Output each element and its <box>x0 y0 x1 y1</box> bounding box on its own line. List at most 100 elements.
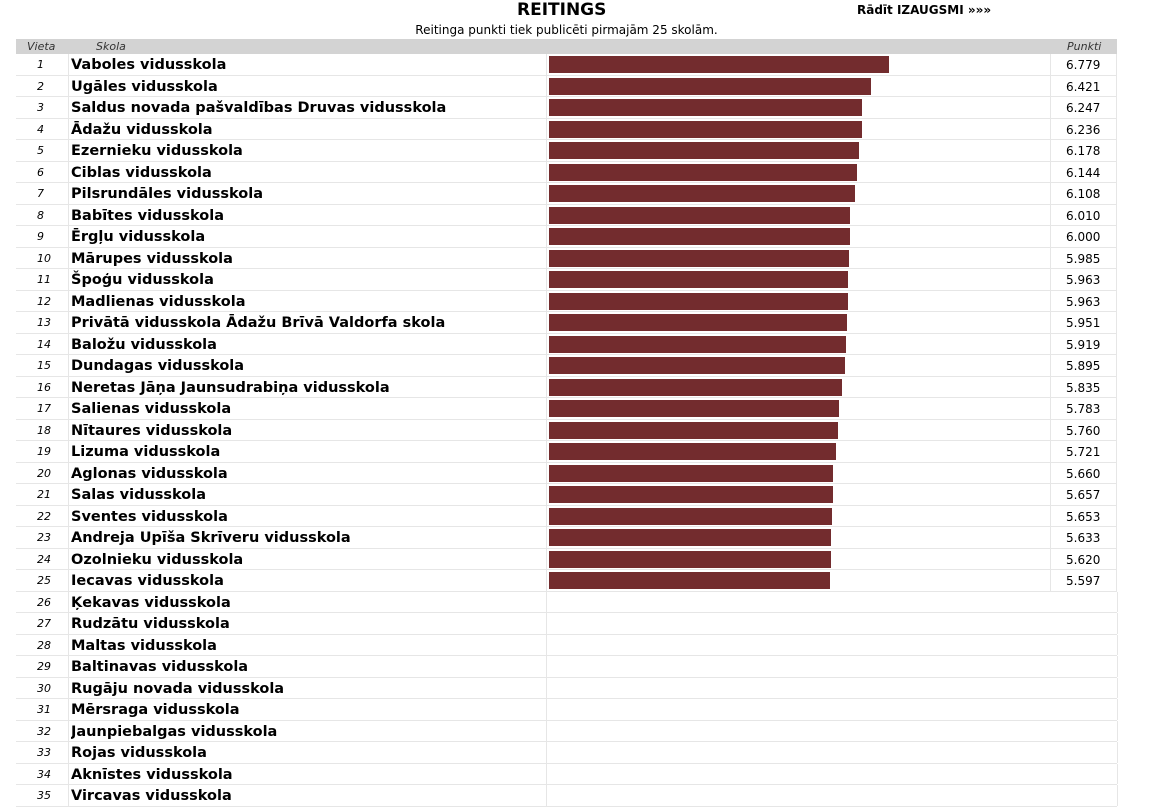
score-bar-cell <box>548 162 1049 183</box>
rank-cell: 5 <box>16 140 69 161</box>
points-cell: 5.951 <box>1050 312 1117 333</box>
rank-cell: 9 <box>16 226 69 247</box>
school-name: Babītes vidusskola <box>71 204 547 225</box>
rank-cell: 33 <box>16 742 69 763</box>
table-row: 7 Pilsrundāles vidusskola 6.108 <box>16 183 1117 205</box>
score-bar-cell <box>548 377 1049 398</box>
empty-score-cell <box>548 785 1118 806</box>
rank-cell: 24 <box>16 548 69 569</box>
points-cell: 5.721 <box>1050 441 1117 462</box>
score-bar <box>549 572 830 589</box>
table-row: 13 Privātā vidusskola Ādažu Brīvā Valdorf… <box>16 312 1117 334</box>
score-bar <box>549 271 849 288</box>
table-row: 8 Babītes vidusskola 6.010 <box>16 204 1117 226</box>
score-bar <box>549 378 842 396</box>
points-cell: 6.010 <box>1050 204 1117 225</box>
table-row: 25 Iecavas vidusskola 5.597 <box>16 570 1117 592</box>
score-bar <box>549 292 849 310</box>
score-bar-cell <box>548 398 1049 419</box>
school-name: Rugāju novada vidusskola <box>71 677 547 698</box>
points-cell: 5.895 <box>1050 355 1117 376</box>
score-bar-cell <box>548 549 1049 570</box>
score-bar-cell <box>548 76 1049 97</box>
empty-score-cell <box>548 591 1118 612</box>
empty-score-cell <box>548 763 1118 784</box>
table-row: 2 Ugāles vidusskola 6.421 <box>16 75 1117 97</box>
show-growth-link[interactable]: Rādīt IZAUGSMI »»» <box>857 3 992 17</box>
rank-cell: 1 <box>16 54 69 75</box>
school-name: Aglonas vidusskola <box>71 462 547 483</box>
score-bar <box>549 400 840 417</box>
score-bar <box>549 163 858 181</box>
rank-cell: 16 <box>16 376 69 397</box>
score-bar-cell <box>548 140 1049 161</box>
school-name: Ugāles vidusskola <box>71 75 547 96</box>
rank-cell: 34 <box>16 763 69 784</box>
table-row: 10 Mārupes vidusskola 5.985 <box>16 247 1117 269</box>
empty-score-cell <box>548 613 1118 634</box>
table-row: 24 Ozolnieku vidusskola 5.620 <box>16 548 1117 570</box>
school-name: Ezernieku vidusskola <box>71 140 547 161</box>
score-bar-cell <box>548 334 1049 355</box>
rank-cell: 31 <box>16 699 69 720</box>
school-name: Dundagas vidusskola <box>71 355 547 376</box>
score-bar <box>549 99 863 116</box>
score-bar <box>549 120 862 138</box>
rank-cell: 15 <box>16 355 69 376</box>
score-bar-cell <box>548 54 1049 75</box>
rank-cell: 17 <box>16 398 69 419</box>
table-row: 27 Rudzātu vidusskola <box>16 613 1118 635</box>
school-name: Baložu vidusskola <box>71 333 547 354</box>
score-bar-cell <box>548 312 1049 333</box>
table-row: 6 Ciblas vidusskola 6.144 <box>16 161 1117 183</box>
table-row: 29 Baltinavas vidusskola <box>16 656 1118 678</box>
school-name: Privātā vidusskola Ādažu Brīvā Valdorfa … <box>71 312 547 333</box>
table-row: 12 Madlienas vidusskola 5.963 <box>16 290 1117 312</box>
rank-cell: 20 <box>16 462 69 483</box>
rank-cell: 21 <box>16 484 69 505</box>
table-row: 4 Ādažu vidusskola 6.236 <box>16 118 1117 140</box>
school-name: Vircavas vidusskola <box>71 785 547 806</box>
score-bar <box>549 443 836 460</box>
score-bar <box>549 185 856 202</box>
school-name: Vaboles vidusskola <box>71 54 547 75</box>
score-bar-cell <box>548 226 1049 247</box>
points-cell: 5.835 <box>1050 376 1117 397</box>
points-cell: 6.779 <box>1050 54 1117 75</box>
table-row: 1 Vaboles vidusskola 6.779 <box>16 54 1117 76</box>
score-bar-cell <box>548 484 1049 505</box>
table-row: 28 Maltas vidusskola <box>16 634 1118 656</box>
points-cell: 5.760 <box>1050 419 1117 440</box>
score-bar <box>549 486 833 503</box>
rank-cell: 26 <box>16 591 69 612</box>
score-bar <box>549 421 838 439</box>
rank-cell: 7 <box>16 183 69 204</box>
score-bar <box>549 357 845 374</box>
table-row: 35 Vircavas vidusskola <box>16 785 1118 807</box>
points-cell: 5.660 <box>1050 462 1117 483</box>
points-cell: 6.421 <box>1050 75 1117 96</box>
table-row: 14 Baložu vidusskola 5.919 <box>16 333 1117 355</box>
score-bar <box>549 529 832 546</box>
points-cell: 5.633 <box>1050 527 1117 548</box>
rank-column-header: Vieta <box>27 40 56 53</box>
points-cell: 6.247 <box>1050 97 1117 118</box>
school-name: Ciblas vidusskola <box>71 161 547 182</box>
page-subtitle: Reitinga punkti tiek publicēti pirmajām … <box>415 23 718 37</box>
score-bar <box>549 228 850 245</box>
score-bar <box>549 77 871 95</box>
score-bar-cell <box>548 420 1049 441</box>
rank-cell: 35 <box>16 785 69 806</box>
points-cell: 5.620 <box>1050 548 1117 569</box>
points-cell: 6.178 <box>1050 140 1117 161</box>
table-row: 19 Lizuma vidusskola 5.721 <box>16 441 1117 463</box>
table-row: 9 Ērgļu vidusskola 6.000 <box>16 226 1117 248</box>
school-name: Špoģu vidusskola <box>71 269 547 290</box>
table-row: 33 Rojas vidusskola <box>16 742 1118 764</box>
empty-score-cell <box>548 720 1118 741</box>
points-cell: 5.597 <box>1050 570 1117 591</box>
empty-score-cell <box>548 634 1118 655</box>
table-row: 17 Salienas vidusskola 5.783 <box>16 398 1117 420</box>
rank-cell: 2 <box>16 75 69 96</box>
rank-cell: 22 <box>16 505 69 526</box>
